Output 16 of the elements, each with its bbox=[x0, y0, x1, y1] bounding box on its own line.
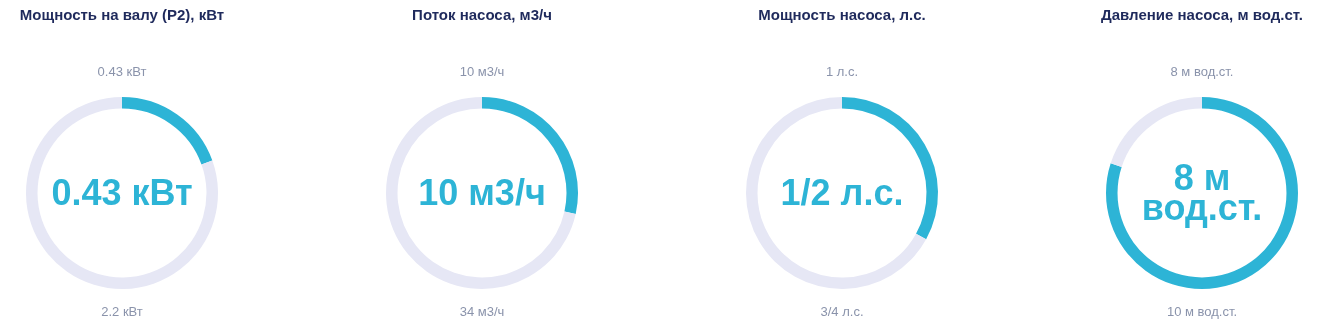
text: 10 м3/ч bbox=[417, 172, 547, 213]
text: 1/2 л.с. bbox=[779, 172, 905, 213]
text: 0.43 кВт bbox=[96, 64, 148, 79]
text: 10 м вод.ст. bbox=[1165, 304, 1239, 319]
text: 2.2 кВт bbox=[100, 304, 144, 319]
chart-title: Поток насоса, м3/ч bbox=[411, 5, 553, 25]
text: 10 м3/ч bbox=[458, 64, 506, 79]
chart-title: Мощность на валу (P2), кВт bbox=[18, 5, 226, 25]
text: 34 м3/ч bbox=[458, 304, 506, 319]
text: 0.43 кВт bbox=[50, 172, 194, 213]
text: 3/4 л.с. bbox=[819, 304, 865, 319]
chart-title: Давление насоса, м вод.ст. bbox=[1100, 5, 1304, 25]
text: 1 л.с. bbox=[824, 64, 860, 79]
chart-title: Мощность насоса, л.с. bbox=[757, 5, 927, 25]
text: 8 м вод.ст. bbox=[1140, 157, 1264, 228]
text: 8 м вод.ст. bbox=[1169, 64, 1235, 79]
